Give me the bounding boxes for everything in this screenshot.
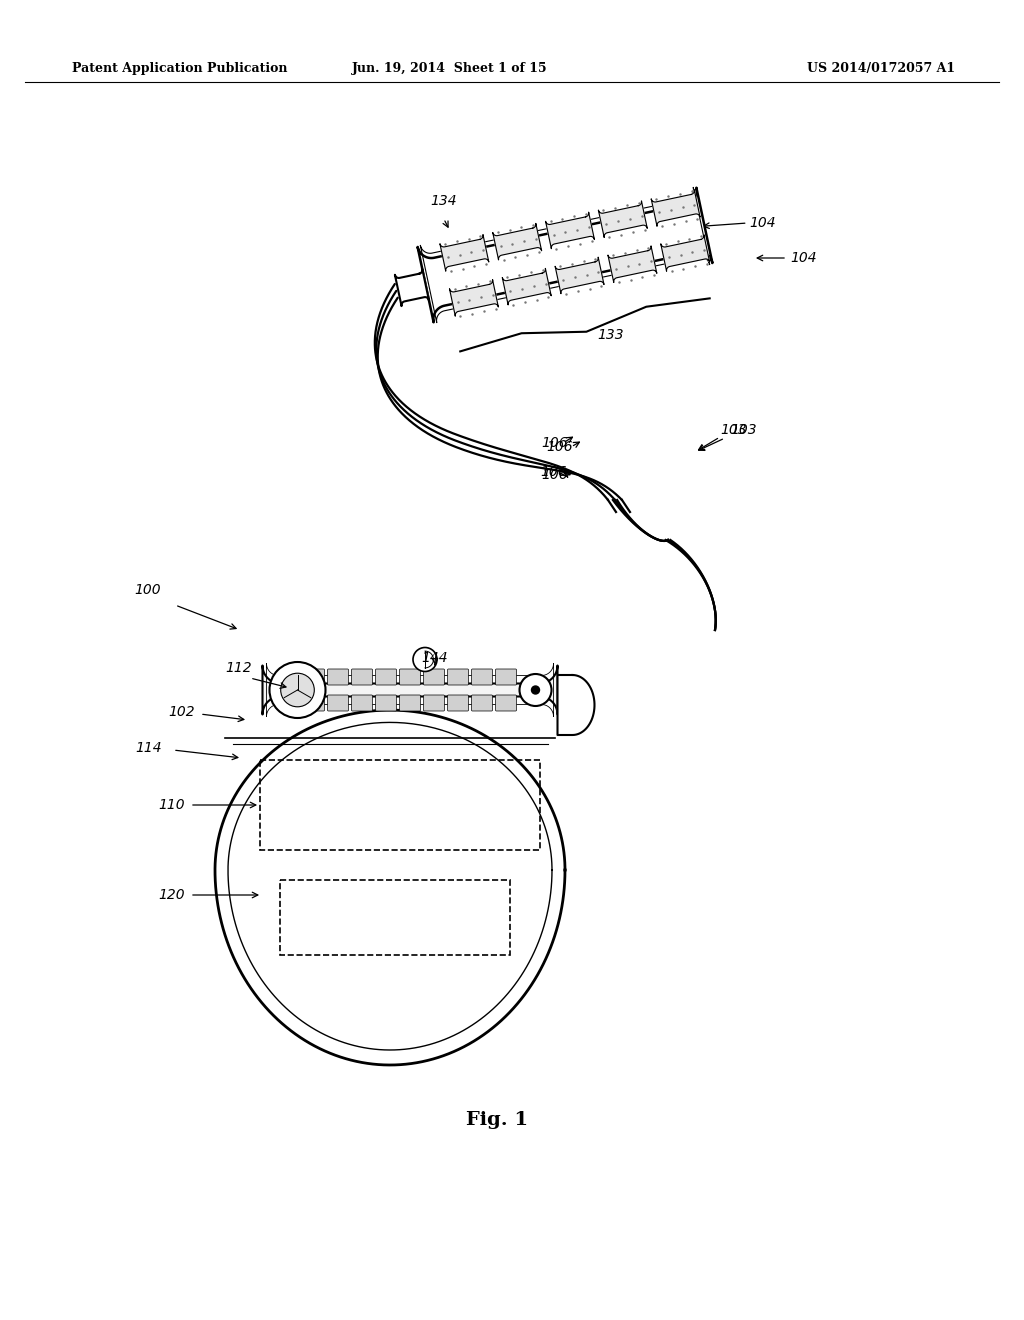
Polygon shape [503, 268, 551, 305]
Text: Jun. 19, 2014  Sheet 1 of 15: Jun. 19, 2014 Sheet 1 of 15 [352, 62, 548, 75]
FancyBboxPatch shape [303, 669, 325, 685]
FancyBboxPatch shape [496, 669, 516, 685]
Text: 106: 106 [547, 440, 573, 454]
Text: US 2014/0172057 A1: US 2014/0172057 A1 [807, 62, 955, 75]
Text: 106: 106 [542, 469, 568, 482]
Polygon shape [546, 213, 594, 248]
FancyBboxPatch shape [303, 696, 325, 711]
FancyBboxPatch shape [496, 696, 516, 711]
Text: 102: 102 [168, 705, 195, 719]
Bar [280, 880, 510, 954]
Text: 103: 103 [720, 422, 746, 437]
Polygon shape [660, 235, 710, 271]
Polygon shape [215, 710, 565, 1065]
Circle shape [531, 686, 540, 694]
Text: 106: 106 [542, 436, 568, 450]
FancyBboxPatch shape [447, 696, 469, 711]
Polygon shape [440, 235, 488, 271]
Circle shape [281, 673, 314, 706]
FancyBboxPatch shape [328, 696, 348, 711]
FancyBboxPatch shape [351, 669, 373, 685]
FancyBboxPatch shape [424, 696, 444, 711]
Polygon shape [598, 201, 647, 238]
Polygon shape [420, 187, 710, 322]
Text: 110: 110 [159, 799, 185, 812]
Polygon shape [493, 223, 542, 260]
FancyBboxPatch shape [399, 696, 421, 711]
Polygon shape [450, 280, 499, 317]
Circle shape [519, 675, 552, 706]
Polygon shape [418, 187, 713, 322]
Text: Patent Application Publication: Patent Application Publication [72, 62, 288, 75]
FancyBboxPatch shape [471, 696, 493, 711]
Text: 133: 133 [598, 327, 625, 342]
Polygon shape [651, 190, 700, 226]
Text: 112: 112 [225, 661, 252, 675]
Polygon shape [608, 246, 656, 282]
Text: 114: 114 [135, 741, 162, 755]
Circle shape [269, 663, 326, 718]
Text: 144: 144 [422, 651, 449, 665]
FancyBboxPatch shape [328, 669, 348, 685]
Text: 120: 120 [159, 888, 185, 902]
Text: 104: 104 [790, 251, 816, 265]
Circle shape [413, 648, 437, 672]
Text: 103: 103 [730, 422, 757, 437]
FancyBboxPatch shape [376, 669, 396, 685]
FancyBboxPatch shape [376, 696, 396, 711]
Polygon shape [555, 257, 604, 293]
FancyBboxPatch shape [424, 669, 444, 685]
Polygon shape [395, 269, 429, 306]
FancyBboxPatch shape [351, 696, 373, 711]
Polygon shape [557, 675, 595, 735]
Text: 106: 106 [541, 465, 567, 479]
Text: 104: 104 [750, 216, 776, 230]
Text: Fig. 1: Fig. 1 [466, 1111, 528, 1129]
FancyBboxPatch shape [399, 669, 421, 685]
Polygon shape [262, 665, 557, 714]
Text: 100: 100 [135, 583, 162, 597]
FancyBboxPatch shape [447, 669, 469, 685]
FancyBboxPatch shape [471, 669, 493, 685]
Text: 134: 134 [430, 194, 457, 207]
Bar [260, 760, 540, 850]
